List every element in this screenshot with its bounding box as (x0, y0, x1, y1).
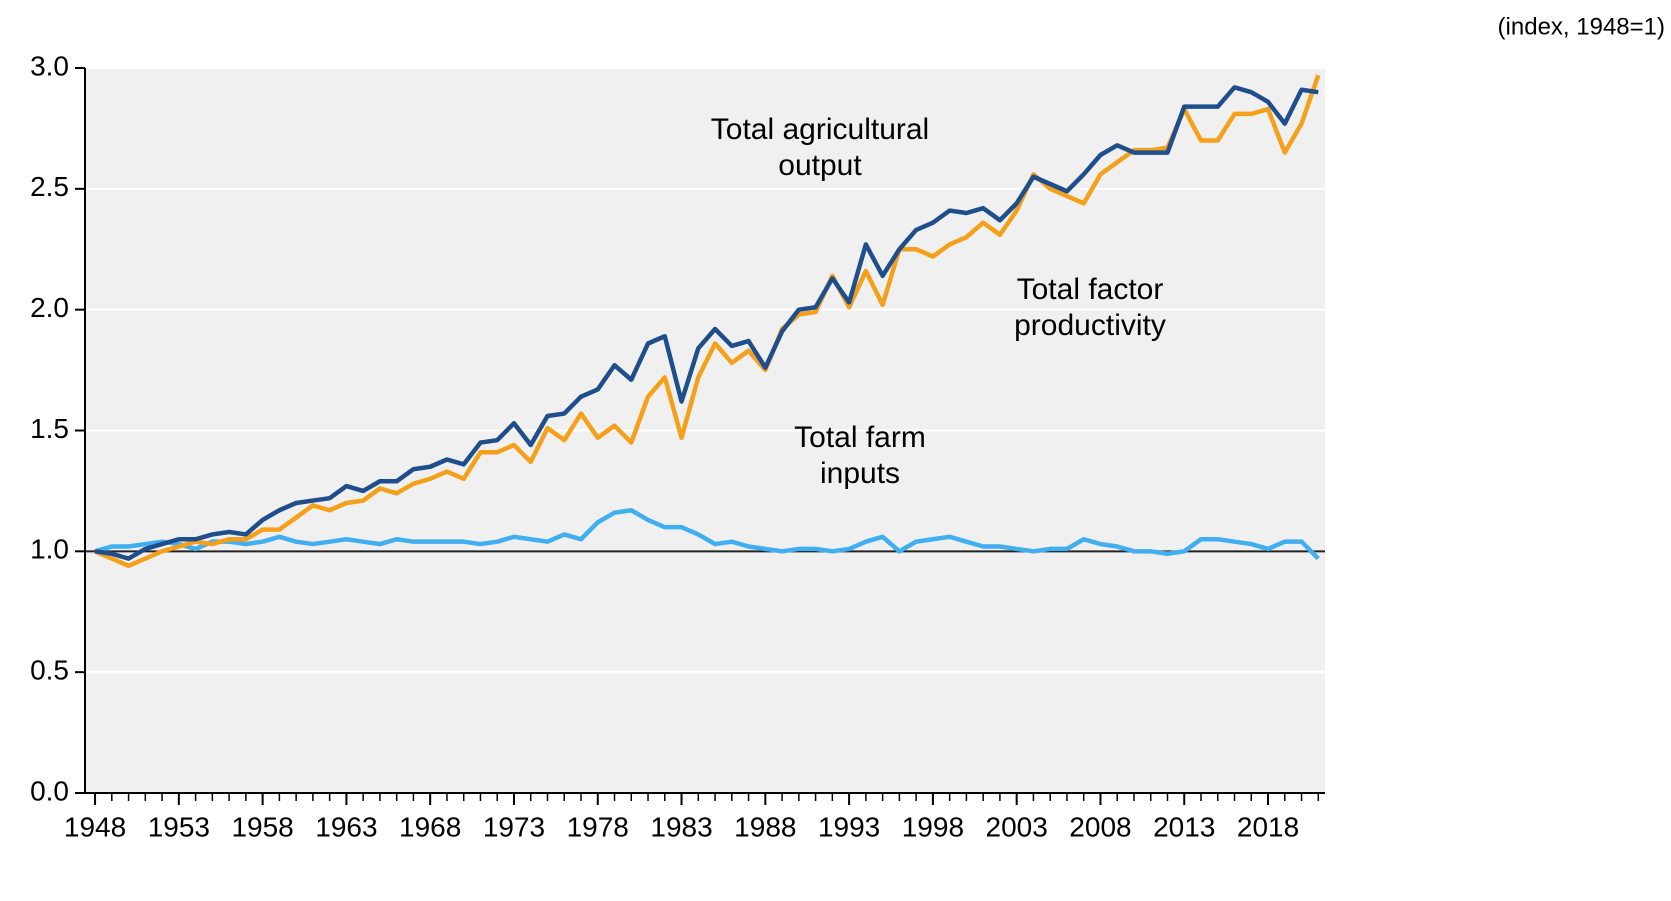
y-tick-label: 0.0 (30, 775, 69, 806)
y-tick-label: 2.0 (30, 292, 69, 323)
x-tick-label: 2018 (1237, 811, 1299, 842)
y-tick-label: 3.0 (30, 50, 69, 81)
x-tick-label: 1998 (902, 811, 964, 842)
y-tick-label: 0.5 (30, 655, 69, 686)
series-label: Total agricultural output (710, 113, 930, 182)
x-tick-label: 1978 (567, 811, 629, 842)
x-tick-label: 1953 (148, 811, 210, 842)
series-label: Total factor productivity (1014, 273, 1166, 342)
x-tick-label: 2013 (1153, 811, 1215, 842)
series-line (94, 85, 1319, 561)
x-tick-label: 2003 (986, 811, 1048, 842)
x-tick-label: 1993 (818, 811, 880, 842)
unit-note: (index, 1948=1) (1498, 13, 1665, 40)
x-tick-label: 1968 (399, 811, 461, 842)
x-tick-label: 1973 (483, 811, 545, 842)
series-line (94, 508, 1320, 561)
x-tick-label: 1963 (315, 811, 377, 842)
y-tick-label: 2.5 (30, 171, 69, 202)
x-tick-label: 1983 (650, 811, 712, 842)
x-tick-label: 1958 (231, 811, 293, 842)
x-tick-label: 1948 (64, 811, 126, 842)
y-tick-label: 1.5 (30, 413, 69, 444)
x-tick-label: 2008 (1069, 811, 1131, 842)
plot: 0.0 0.5 1.0 1.5 2.0 2.5 3.0 1948 1953 1958 1963 196… (30, 50, 1325, 842)
x-tick-label: 1988 (734, 811, 796, 842)
y-tick-label: 1.0 (30, 534, 69, 565)
series-label: Total farm inputs (794, 421, 926, 490)
series-line (94, 74, 1321, 569)
